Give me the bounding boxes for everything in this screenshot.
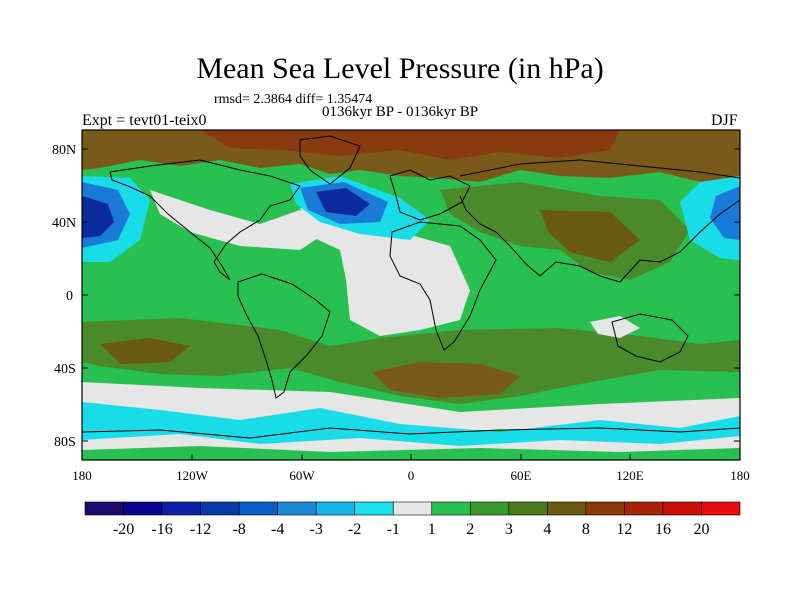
colorbar-swatch [508,501,548,516]
coast-greenland [299,135,361,185]
colorbar-label: -8 [232,521,245,538]
lat-label-80s: 80S [54,435,76,450]
colorbar-label: 4 [543,521,551,538]
season-label: DJF [711,112,738,129]
colorbar-swatch [123,501,163,516]
field-southern-ocean-neutral [82,382,740,430]
colorbar-label: -20 [113,521,134,538]
lat-labels: 80N 40N 0 40S 80S [52,143,76,450]
lon-label-180w: 180 [72,468,92,483]
field-antarctic-green [82,446,740,460]
colorbar-label: 1 [428,521,436,538]
colorbar-swatch [84,501,124,516]
period-label: 0136kyr BP - 0136kyr BP [322,104,479,120]
lon-label-60e: 60E [511,468,532,483]
field-south-atlantic-high [372,362,520,398]
lat-label-eq: 0 [66,289,73,304]
colorbar-swatch [354,501,394,516]
field-asia-core [540,210,640,262]
rmsd-diff-stats: rmsd= 2.3864 diff= 1.35474 [214,92,373,107]
colorbar-swatch [200,501,240,516]
lon-ticks [81,454,741,460]
field-north-america-neutral [150,190,330,250]
colorbar-label: 2 [466,521,474,538]
lat-label-40s: 40S [54,362,76,377]
field-australia-neutral [590,316,640,338]
colorbar-swatch [585,501,625,516]
colorbar-swatch [431,501,471,516]
colorbar-swatch [392,501,433,516]
chart-title: Mean Sea Level Pressure (in hPa) [196,52,604,85]
colorbar-swatch [315,501,356,516]
colorbar-swatch [161,501,201,516]
colorbar-swatch [469,501,510,516]
colorbar-label: 20 [693,521,709,538]
lon-label-120e: 120E [616,468,644,483]
lon-labels: 180 120W 60W 0 60E 120E 180 [72,468,750,483]
lat-ticks [82,148,740,442]
lon-label-120w: 120W [176,468,209,483]
colorbar-label: 3 [505,521,513,538]
colorbar-swatch [277,501,317,516]
colorbar-labels: -20 -16 -12 -8 -4 -3 -2 -1 1 2 3 4 8 12 16 20 [113,521,710,538]
coast-asia [459,159,740,283]
coast-europe [389,169,471,221]
colorbar-label: 8 [582,521,590,538]
colorbar-label: -1 [387,521,400,538]
pressure-field [82,130,740,460]
coastlines [82,135,740,439]
colorbar-swatch [238,501,278,516]
colorbar-label: -12 [190,521,211,538]
colorbar-label: -3 [310,521,323,538]
field-southern-belt [82,318,740,404]
field-arctic-core [200,130,620,160]
coast-north-america [109,159,301,281]
field-tropical-neutral [300,208,470,336]
lon-label-60w: 60W [289,468,315,483]
colorbar-label: 12 [616,521,632,538]
lat-label-40n: 40N [52,216,76,231]
field-south-pacific-high [100,338,190,364]
lon-label-180e: 180 [730,468,750,483]
coast-south-america [237,273,331,399]
field-icelandic-low-core [316,188,370,216]
coast-africa [389,221,497,351]
field-pacific-low-east-core [710,186,740,240]
lon-label-0: 0 [408,468,415,483]
colorbar [84,501,741,516]
coast-antarctica [82,427,740,439]
colorbar-swatch [624,501,664,516]
colorbar-swatch [547,501,587,516]
colorbar-label: -2 [348,521,361,538]
experiment-label: Expt = tevt01-teix0 [82,112,207,129]
lat-label-80n: 80N [52,143,76,158]
colorbar-label: -16 [151,521,172,538]
colorbar-swatch [662,501,702,516]
colorbar-label: -4 [271,521,284,538]
colorbar-swatch [701,501,741,516]
coast-australia [611,313,689,363]
field-pacific-low-west-core [82,196,114,238]
colorbar-label: 16 [655,521,671,538]
